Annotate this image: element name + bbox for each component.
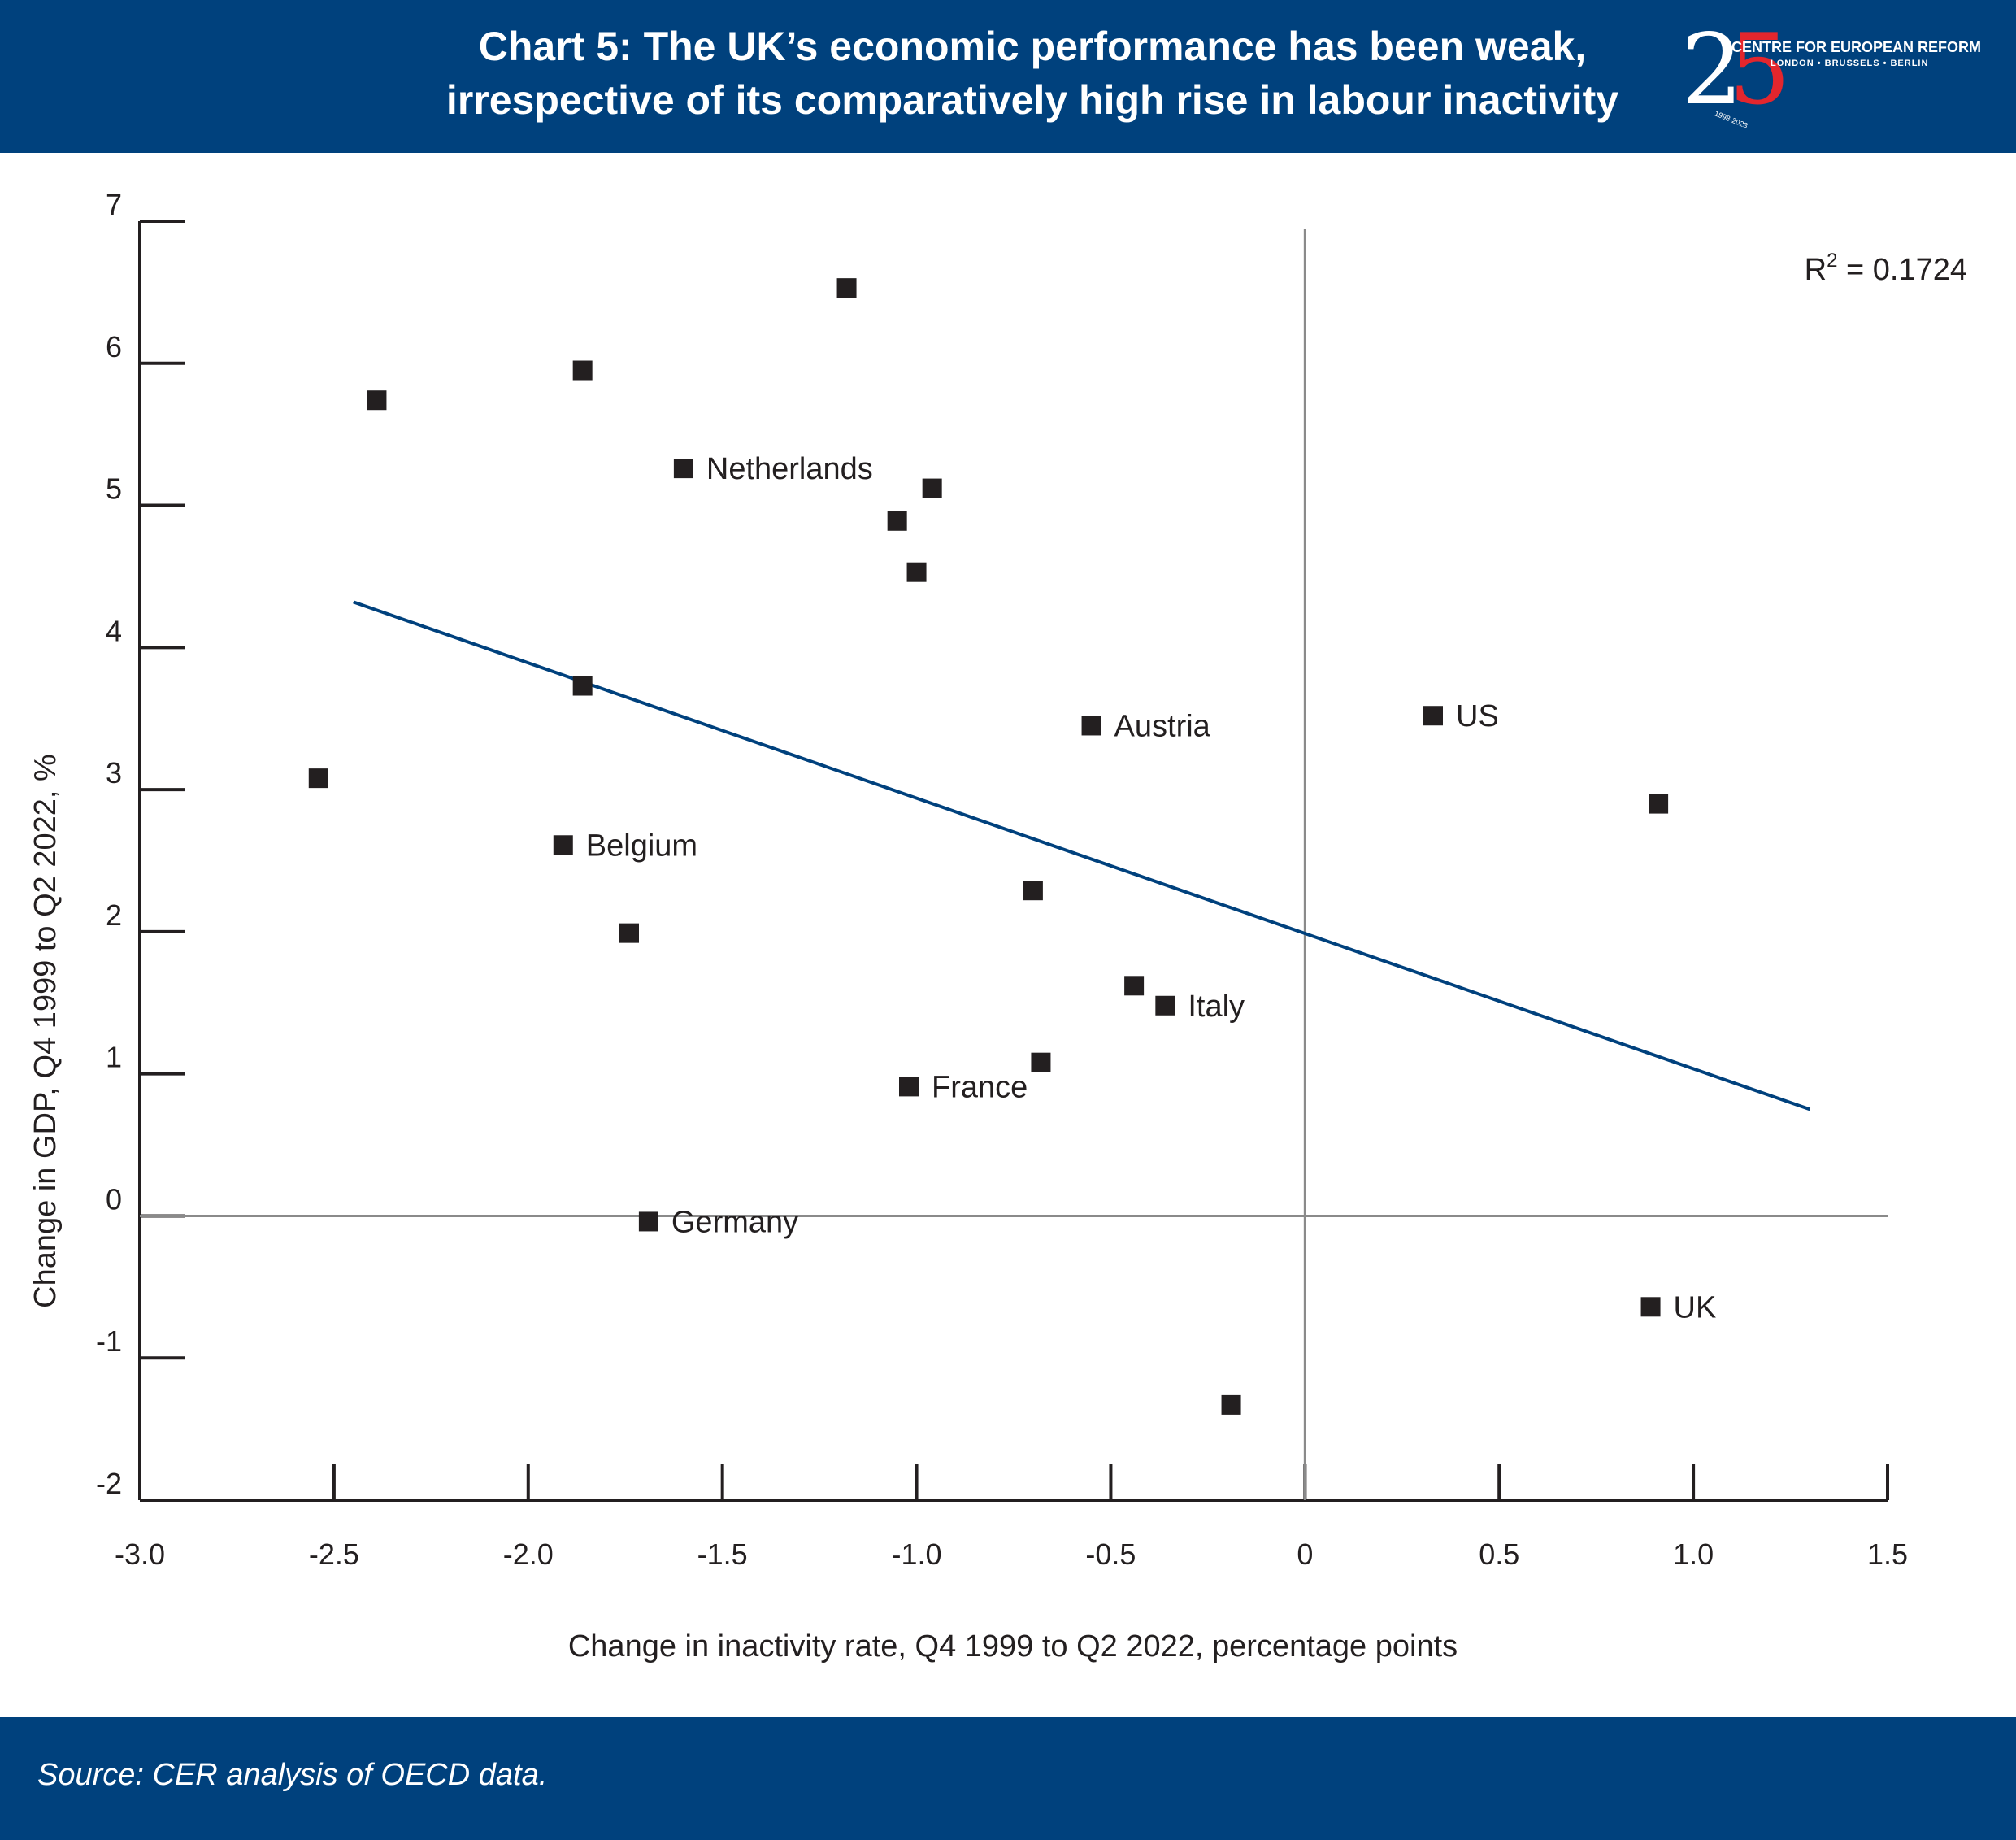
data-point bbox=[367, 390, 387, 411]
point-label: US bbox=[1456, 699, 1499, 733]
data-point bbox=[1155, 995, 1175, 1016]
x-tick-label: -2.0 bbox=[503, 1538, 554, 1571]
chart-header: Chart 5: The UK’s economic performance h… bbox=[0, 0, 2016, 153]
logo-25: 25 bbox=[1681, 18, 1791, 124]
data-point bbox=[1031, 1052, 1051, 1072]
y-tick-label: 6 bbox=[106, 330, 122, 363]
logo-organisation-name: CENTRE FOR EUROPEAN REFORM bbox=[1731, 39, 1982, 55]
chart-title-line-1: Chart 5: The UK’s economic performance h… bbox=[478, 24, 1587, 69]
x-tick-label: -2.5 bbox=[309, 1538, 359, 1571]
point-labels: Netherlands Austria US Belgium Italy France Ge… bbox=[586, 452, 1717, 1325]
y-tick-label: 5 bbox=[106, 472, 122, 506]
y-axis-label: Change in GDP, Q4 1999 to Q2 2022, % bbox=[28, 754, 63, 1308]
data-point bbox=[1081, 716, 1101, 736]
scatter-chart: 7 6 5 4 3 2 1 0 -1 -2 -3.0 -2.5 -2.0 -1.5 -1.0 -0.5 0 0.5… bbox=[28, 188, 1967, 1664]
r-squared-value: = 0.1724 bbox=[1837, 253, 1967, 287]
y-tick-label: 7 bbox=[106, 188, 122, 221]
source-note: Source: CER analysis of OECD data. bbox=[37, 1758, 548, 1792]
point-label: Italy bbox=[1188, 990, 1245, 1024]
logo-digit-2: 2 bbox=[1681, 14, 1744, 127]
data-point bbox=[887, 511, 907, 531]
data-point bbox=[1649, 794, 1669, 814]
point-label: Austria bbox=[1114, 709, 1211, 743]
trendline bbox=[353, 600, 1811, 1111]
y-tick-label: 3 bbox=[106, 756, 122, 790]
chart-footer: Source: CER analysis of OECD data. bbox=[0, 1717, 2016, 1840]
data-point bbox=[836, 278, 857, 298]
data-points bbox=[308, 278, 1669, 1415]
data-point bbox=[1124, 976, 1145, 996]
r-squared-annotation: R2 = 0.1724 bbox=[1805, 250, 1967, 287]
x-tick-label: -3.0 bbox=[115, 1538, 165, 1571]
data-point bbox=[1423, 706, 1443, 726]
trendline-group bbox=[353, 600, 1811, 1111]
y-tick-label: -2 bbox=[96, 1467, 122, 1500]
r-squared-superscript: 2 bbox=[1827, 250, 1837, 272]
data-point bbox=[899, 1077, 919, 1097]
x-tick-label: 1.5 bbox=[1867, 1538, 1908, 1571]
data-point bbox=[1221, 1394, 1241, 1415]
x-tick-label: 0 bbox=[1297, 1538, 1313, 1571]
data-point bbox=[922, 478, 942, 498]
point-label: Netherlands bbox=[706, 452, 873, 486]
data-point bbox=[1023, 881, 1043, 901]
data-point bbox=[553, 835, 573, 855]
point-label: France bbox=[932, 1070, 1028, 1104]
data-point bbox=[619, 923, 639, 943]
x-tick-label: -0.5 bbox=[1085, 1538, 1136, 1571]
point-label: UK bbox=[1674, 1290, 1717, 1325]
logo-digit-5: 5 bbox=[1728, 14, 1791, 127]
x-axis-label: Change in inactivity rate, Q4 1999 to Q2… bbox=[568, 1629, 1458, 1664]
y-tick-label: 0 bbox=[106, 1182, 122, 1216]
y-tick-label: -1 bbox=[96, 1325, 122, 1358]
data-point bbox=[572, 360, 593, 381]
y-tick-label: 4 bbox=[106, 614, 122, 647]
data-point bbox=[1640, 1297, 1661, 1317]
x-tick-label: 0.5 bbox=[1479, 1538, 1519, 1571]
y-tick-label: 2 bbox=[106, 898, 122, 932]
data-point bbox=[638, 1211, 658, 1232]
x-tick-label: 1.0 bbox=[1673, 1538, 1714, 1571]
data-point bbox=[308, 768, 328, 789]
chart-title-line-2: irrespective of its comparatively high r… bbox=[445, 77, 1619, 123]
data-point bbox=[906, 562, 927, 582]
point-label: Belgium bbox=[586, 829, 697, 863]
data-point bbox=[572, 676, 593, 696]
chart-title: Chart 5: The UK’s economic performance h… bbox=[268, 20, 1797, 127]
cer-logo: 25 CENTRE FOR EUROPEAN REFORM LONDON • B… bbox=[1681, 18, 1990, 138]
reference-lines bbox=[140, 229, 1888, 1500]
axes: 7 6 5 4 3 2 1 0 -1 -2 -3.0 -2.5 -2.0 -1.5 -1.0 -0.5 0 0.5… bbox=[96, 188, 1908, 1571]
data-point bbox=[673, 459, 693, 479]
x-tick-label: -1.0 bbox=[892, 1538, 942, 1571]
logo-cities: LONDON • BRUSSELS • BERLIN bbox=[1771, 59, 1929, 68]
y-tick-label: 1 bbox=[106, 1041, 122, 1074]
x-tick-label: -1.5 bbox=[697, 1538, 748, 1571]
point-label: Germany bbox=[671, 1205, 798, 1239]
